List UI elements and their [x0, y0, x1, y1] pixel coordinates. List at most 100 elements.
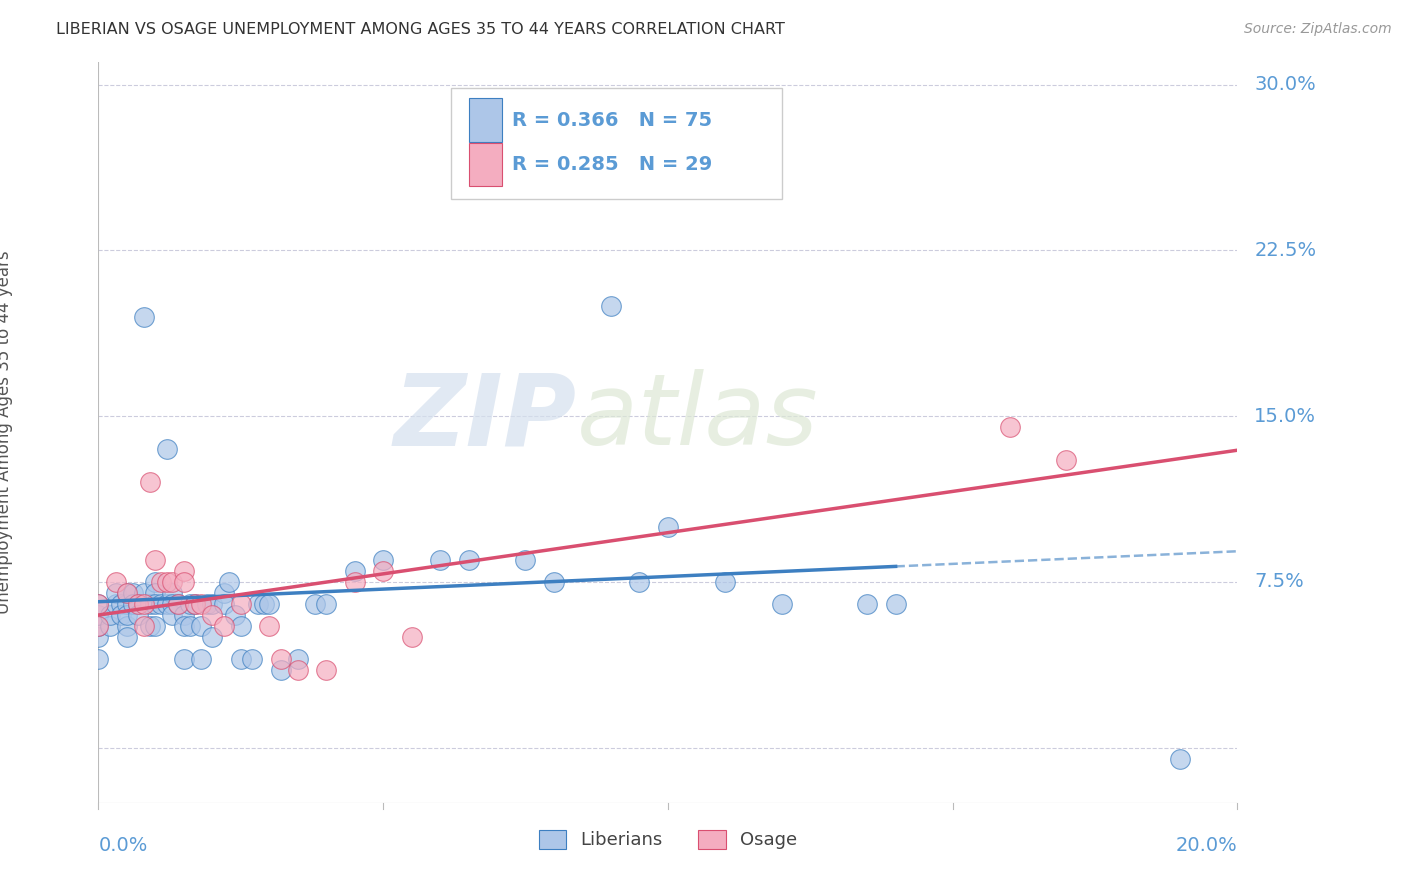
Point [201, 607, 224, 622]
Point [1170, 751, 1192, 765]
Point [304, 597, 326, 611]
Point [457, 552, 479, 566]
Point [600, 299, 623, 313]
Point [127, 597, 149, 611]
Point [132, 586, 155, 600]
Point [87, 630, 110, 644]
Point [884, 597, 907, 611]
Point [201, 597, 224, 611]
Point [110, 607, 132, 622]
Point [87, 619, 110, 633]
Point [156, 574, 179, 589]
Point [115, 586, 138, 600]
Point [162, 607, 184, 622]
Point [150, 597, 173, 611]
Text: 0.0%: 0.0% [98, 836, 148, 855]
Point [224, 607, 246, 622]
Point [87, 652, 110, 666]
Point [115, 619, 138, 633]
Point [229, 619, 252, 633]
Point [87, 597, 110, 611]
Point [343, 564, 366, 578]
Point [104, 597, 127, 611]
Text: 20.0%: 20.0% [1175, 836, 1237, 855]
Text: 15.0%: 15.0% [1254, 407, 1316, 425]
Point [132, 310, 155, 324]
Point [156, 597, 179, 611]
Point [270, 663, 292, 677]
Point [138, 597, 160, 611]
Point [127, 607, 149, 622]
Point [657, 519, 679, 533]
Point [212, 619, 235, 633]
Point [87, 619, 110, 633]
Point [770, 597, 793, 611]
Point [173, 607, 195, 622]
Point [218, 574, 240, 589]
Point [132, 597, 155, 611]
Point [179, 597, 201, 611]
Point [162, 574, 184, 589]
Point [115, 597, 138, 611]
Point [104, 586, 127, 600]
Point [156, 442, 179, 457]
Point [162, 586, 184, 600]
Point [229, 652, 252, 666]
Point [998, 420, 1021, 434]
Point [252, 597, 274, 611]
Point [856, 597, 879, 611]
Point [121, 597, 143, 611]
Text: atlas: atlas [576, 369, 818, 467]
Point [173, 652, 195, 666]
Point [195, 597, 218, 611]
Point [315, 663, 337, 677]
Point [315, 597, 337, 611]
Point [173, 619, 195, 633]
Point [373, 564, 395, 578]
Point [212, 586, 235, 600]
Point [259, 597, 281, 611]
Point [190, 597, 212, 611]
Point [373, 552, 395, 566]
Text: ZIP: ZIP [394, 369, 576, 467]
Point [104, 574, 127, 589]
Text: R = 0.285   N = 29: R = 0.285 N = 29 [512, 155, 711, 174]
Point [115, 586, 138, 600]
Point [98, 619, 121, 633]
Point [98, 607, 121, 622]
Point [184, 597, 207, 611]
Point [145, 619, 167, 633]
Text: 30.0%: 30.0% [1254, 75, 1316, 94]
Legend: Liberians, Osage: Liberians, Osage [531, 823, 804, 856]
Point [115, 607, 138, 622]
Point [287, 663, 309, 677]
Point [229, 597, 252, 611]
Point [714, 574, 737, 589]
Point [190, 652, 212, 666]
Point [138, 475, 160, 490]
Point [184, 597, 207, 611]
Point [515, 552, 537, 566]
Point [1056, 453, 1078, 467]
Point [628, 574, 651, 589]
Text: R = 0.366   N = 75: R = 0.366 N = 75 [512, 111, 711, 129]
Point [145, 597, 167, 611]
Point [121, 586, 143, 600]
FancyBboxPatch shape [468, 143, 502, 186]
Point [145, 574, 167, 589]
Point [115, 630, 138, 644]
Point [132, 619, 155, 633]
Point [401, 630, 423, 644]
Point [543, 574, 565, 589]
Point [167, 597, 190, 611]
Text: Unemployment Among Ages 35 to 44 years: Unemployment Among Ages 35 to 44 years [0, 251, 13, 615]
Point [87, 597, 110, 611]
Point [287, 652, 309, 666]
Point [145, 552, 167, 566]
Text: 22.5%: 22.5% [1254, 241, 1316, 260]
Point [167, 597, 190, 611]
Point [190, 619, 212, 633]
FancyBboxPatch shape [468, 98, 502, 142]
Point [270, 652, 292, 666]
Point [343, 574, 366, 589]
